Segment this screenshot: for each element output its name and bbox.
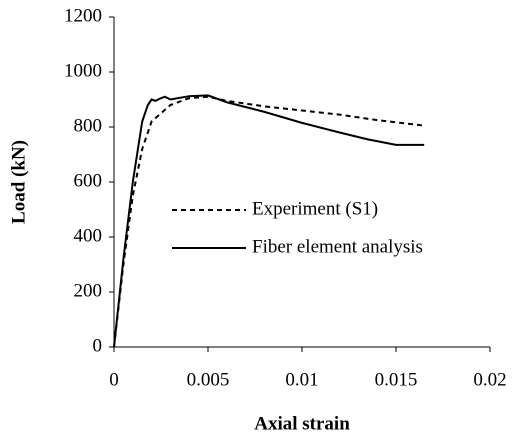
line (113, 95, 425, 348)
x-tick-label: 0.01 (285, 369, 318, 390)
y-tick-label: 800 (74, 115, 103, 136)
x-tick-label: 0 (109, 369, 119, 390)
y-tick-label: 400 (74, 225, 103, 246)
legend-label: Fiber element analysis (252, 236, 423, 257)
x-tick-label: 0.005 (187, 369, 230, 390)
y-tick-label: 1200 (64, 5, 102, 26)
y-tick-label: 200 (74, 280, 103, 301)
line (113, 94, 425, 348)
y-tick-label: 0 (93, 335, 103, 356)
x-tick-label: 0.015 (375, 369, 418, 390)
y-tick-label: 600 (74, 170, 103, 191)
y-axis-title: Load (kN) (8, 140, 29, 224)
y-tick-label: 1000 (64, 60, 102, 81)
x-axis-title: Axial strain (254, 413, 350, 434)
legend-label: Experiment (S1) (252, 198, 378, 219)
x-tick-label: 0.02 (473, 369, 506, 390)
